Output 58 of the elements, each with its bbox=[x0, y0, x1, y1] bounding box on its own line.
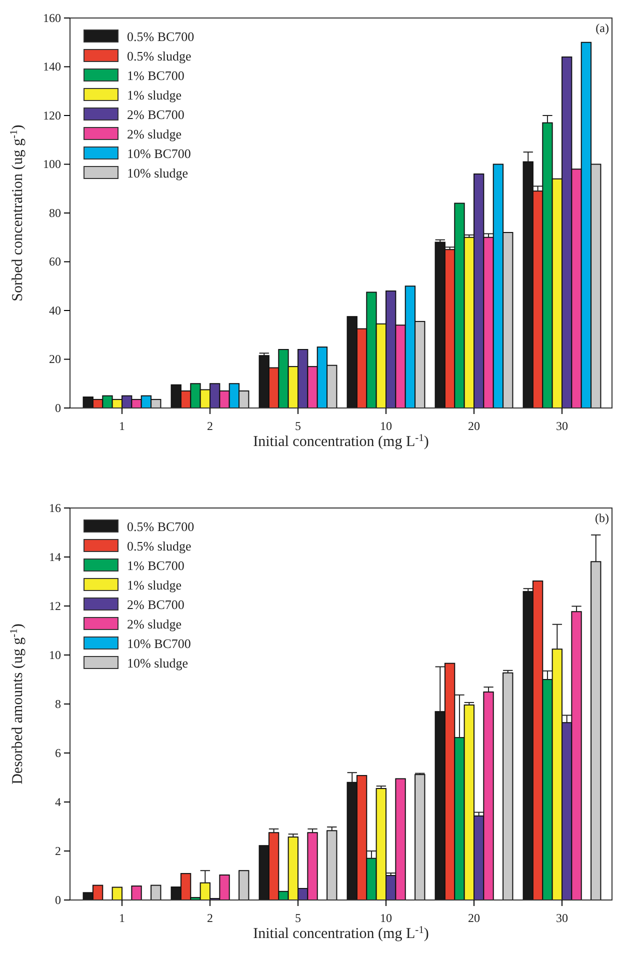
bar bbox=[112, 886, 122, 900]
x-tick-label: 20 bbox=[468, 911, 480, 926]
bar bbox=[150, 884, 162, 900]
legend-label: 10% sludge bbox=[127, 656, 188, 670]
legend-label: 0.5% sludge bbox=[127, 538, 192, 554]
x-axis-title: Initial concentration (mg L$^{-1}$) bbox=[253, 924, 429, 942]
x-tick-label: 5 bbox=[295, 419, 301, 434]
y-tick-label: 2 bbox=[55, 844, 61, 858]
y-tick-label: 10 bbox=[49, 648, 61, 662]
x-tick-label: 1 bbox=[119, 911, 125, 926]
y-tick-label: 0 bbox=[55, 892, 61, 907]
y-tick-label: 16 bbox=[49, 500, 61, 515]
legend-label: 0.5% BC700 bbox=[127, 29, 194, 44]
y-tick-label: 60 bbox=[49, 254, 61, 269]
legend-label: 0.5% sludge bbox=[127, 48, 192, 64]
y-tick-label: 8 bbox=[55, 696, 61, 711]
y-tick-label: 120 bbox=[43, 108, 61, 122]
legend-label: 1% BC700 bbox=[127, 68, 184, 83]
bar bbox=[238, 870, 250, 900]
legend-label: 1% sludge bbox=[127, 88, 182, 102]
bar bbox=[590, 561, 602, 900]
legend-label: 1% BC700 bbox=[127, 558, 184, 573]
bar bbox=[326, 830, 338, 900]
legend-label: 2% sludge bbox=[127, 616, 182, 632]
y-tick-label: 40 bbox=[49, 303, 61, 318]
y-tick-label: 12 bbox=[49, 598, 61, 613]
annotation: (a) bbox=[596, 21, 609, 35]
bar bbox=[502, 672, 514, 900]
x-tick-label: 10 bbox=[380, 419, 392, 434]
x-tick-label: 1 bbox=[119, 419, 125, 434]
x-tick-label: 20 bbox=[468, 419, 480, 434]
x-tick-label: 2 bbox=[207, 419, 213, 434]
legend-label: 10% BC700 bbox=[127, 146, 191, 161]
y-tick-label: 14 bbox=[49, 550, 61, 564]
x-axis-title: Initial concentration (mg L$^{-1}$) bbox=[253, 432, 429, 450]
x-tick-label: 5 bbox=[295, 911, 301, 926]
annotation: (b) bbox=[595, 511, 609, 525]
legend-label: 10% BC700 bbox=[127, 636, 191, 651]
y-tick-label: 140 bbox=[43, 60, 61, 74]
legend-label: 10% sludge bbox=[127, 166, 188, 180]
x-tick-label: 2 bbox=[207, 911, 213, 926]
y-tick-label: 0 bbox=[55, 400, 61, 415]
legend-label: 0.5% BC700 bbox=[127, 519, 194, 534]
x-tick-label: 30 bbox=[556, 419, 568, 434]
legend-label: 2% sludge bbox=[127, 126, 182, 142]
x-tick-label: 30 bbox=[556, 911, 568, 926]
bar bbox=[414, 774, 426, 900]
x-tick-label: 10 bbox=[380, 911, 392, 926]
bar bbox=[131, 886, 142, 900]
y-tick-label: 4 bbox=[55, 794, 61, 809]
y-tick-label: 100 bbox=[43, 157, 61, 172]
y-tick-label: 160 bbox=[43, 10, 61, 25]
y-tick-label: 6 bbox=[55, 746, 61, 760]
legend-label: 2% BC700 bbox=[127, 597, 184, 612]
y-tick-label: 80 bbox=[49, 206, 61, 220]
legend-label: 1% sludge bbox=[127, 578, 182, 592]
y-tick-label: 20 bbox=[49, 352, 61, 366]
legend-label: 2% BC700 bbox=[127, 107, 184, 122]
